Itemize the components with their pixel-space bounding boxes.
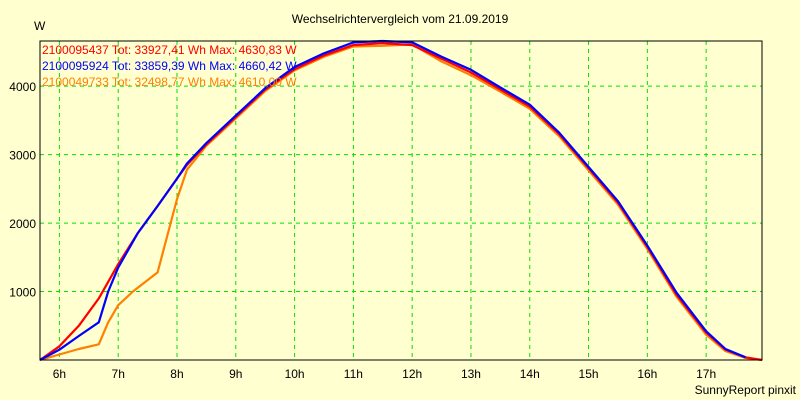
x-tick-label: 7h bbox=[112, 367, 125, 381]
x-tick-label: 17h bbox=[696, 367, 716, 381]
legend-entry-1: 2100095924 Tot: 33859,39 Wh Max: 4660,42… bbox=[42, 59, 297, 73]
y-axis-label: W bbox=[34, 19, 46, 33]
y-tick-label: 2000 bbox=[9, 217, 36, 231]
footer-credit: SunnyReport pinxit bbox=[695, 383, 797, 397]
legend-entry-2: 2100049733 Tot: 32498,77 Wh Max: 4610,00… bbox=[42, 75, 297, 89]
plot-frame bbox=[39, 40, 763, 361]
x-tick-label: 9h bbox=[229, 367, 242, 381]
x-tick-label: 16h bbox=[637, 367, 657, 381]
x-tick-label: 8h bbox=[170, 367, 183, 381]
x-tick-label: 12h bbox=[402, 367, 422, 381]
series-line-2 bbox=[39, 43, 763, 362]
y-tick-label: 3000 bbox=[9, 149, 36, 163]
x-tick-label: 6h bbox=[53, 367, 66, 381]
x-tick-label: 11h bbox=[344, 367, 363, 381]
y-tick-label: 1000 bbox=[9, 286, 36, 300]
x-tick-label: 13h bbox=[461, 367, 481, 381]
x-tick-label: 14h bbox=[520, 367, 540, 381]
y-tick-label: 4000 bbox=[9, 80, 36, 94]
series-line-1 bbox=[39, 39, 746, 361]
chart-title: Wechselrichtervergleich vom 21.09.2019 bbox=[292, 12, 509, 26]
legend-entry-0: 2100095437 Tot: 33927,41 Wh Max: 4630,83… bbox=[42, 43, 297, 57]
x-tick-label: 10h bbox=[285, 367, 305, 381]
series-line-0 bbox=[39, 41, 763, 362]
x-tick-label: 15h bbox=[579, 367, 599, 381]
